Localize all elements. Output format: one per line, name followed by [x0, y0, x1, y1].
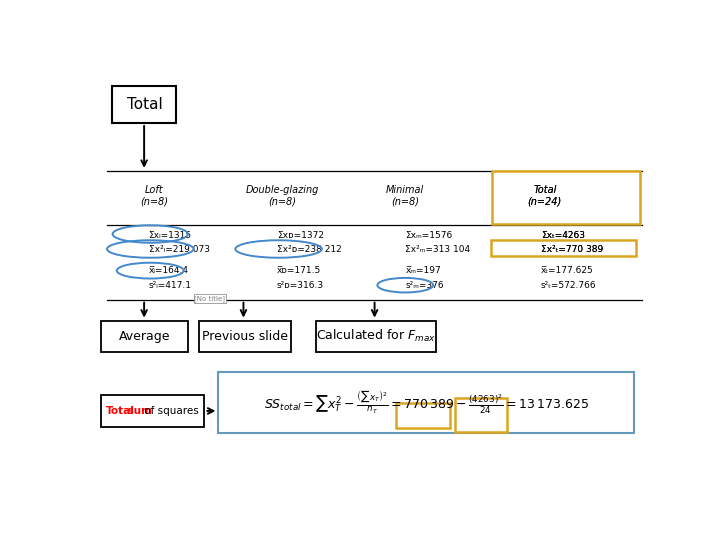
Text: Double-glazing
(n=8): Double-glazing (n=8) [246, 185, 319, 207]
Text: s²ᴅ=316.3: s²ᴅ=316.3 [277, 281, 324, 289]
FancyBboxPatch shape [199, 321, 291, 352]
Text: Average: Average [119, 329, 170, 342]
Text: Σx²ₜ=770 389: Σx²ₜ=770 389 [541, 245, 603, 254]
Text: Σxₘ=1576: Σxₘ=1576 [405, 231, 452, 240]
Text: x̅ₘ=197: x̅ₘ=197 [405, 266, 441, 275]
Text: [No title]: [No title] [194, 295, 225, 302]
Text: Σx²ᴅ=238 212: Σx²ᴅ=238 212 [277, 245, 342, 254]
Text: Total
(n=24): Total (n=24) [528, 185, 562, 207]
Text: Σxₜ=4263: Σxₜ=4263 [541, 231, 585, 240]
Text: Previous slide: Previous slide [202, 329, 288, 342]
FancyBboxPatch shape [316, 321, 436, 352]
Text: Minimal
(n=8): Minimal (n=8) [386, 185, 424, 207]
Text: Σx²ₘ=313 104: Σx²ₘ=313 104 [405, 245, 470, 254]
Text: x̅ₗ=164.4: x̅ₗ=164.4 [148, 266, 189, 275]
FancyBboxPatch shape [101, 395, 204, 427]
Text: $SS_{total} = \sum x_T^2 - \frac{\left(\sum x_T\right)^2}{n_T} = 770\,389 - \fra: $SS_{total} = \sum x_T^2 - \frac{\left(\… [264, 389, 589, 416]
Text: Total
(n=24): Total (n=24) [528, 185, 562, 207]
Text: of squares: of squares [141, 406, 199, 416]
Text: x̅ᴅ=171.5: x̅ᴅ=171.5 [277, 266, 321, 275]
FancyBboxPatch shape [112, 85, 176, 123]
Text: Loft
(n=8): Loft (n=8) [140, 185, 168, 207]
Text: Total: Total [106, 406, 135, 416]
FancyBboxPatch shape [101, 321, 188, 352]
FancyBboxPatch shape [396, 403, 451, 428]
FancyBboxPatch shape [492, 171, 639, 224]
Text: Σx²ₜ=770 389: Σx²ₜ=770 389 [541, 245, 603, 254]
Text: Σxₗ=1315: Σxₗ=1315 [148, 231, 192, 240]
Text: s²ₘ=376: s²ₘ=376 [405, 281, 444, 289]
Text: s²ₜ=572.766: s²ₜ=572.766 [541, 281, 596, 289]
FancyBboxPatch shape [456, 399, 507, 431]
Text: Σxᴅ=1372: Σxᴅ=1372 [277, 231, 324, 240]
FancyBboxPatch shape [218, 373, 634, 433]
Text: Calculated for $F_{max}$: Calculated for $F_{max}$ [316, 328, 436, 344]
Text: s²ₗ=417.1: s²ₗ=417.1 [148, 281, 192, 289]
Text: x̅ₜ=177.625: x̅ₜ=177.625 [541, 266, 593, 275]
Text: Σx²ₗ=219 073: Σx²ₗ=219 073 [148, 245, 210, 254]
Text: Σxₜ=4263: Σxₜ=4263 [541, 231, 585, 240]
Text: sum: sum [124, 406, 152, 416]
FancyBboxPatch shape [490, 240, 636, 256]
Text: Total: Total [127, 97, 162, 112]
